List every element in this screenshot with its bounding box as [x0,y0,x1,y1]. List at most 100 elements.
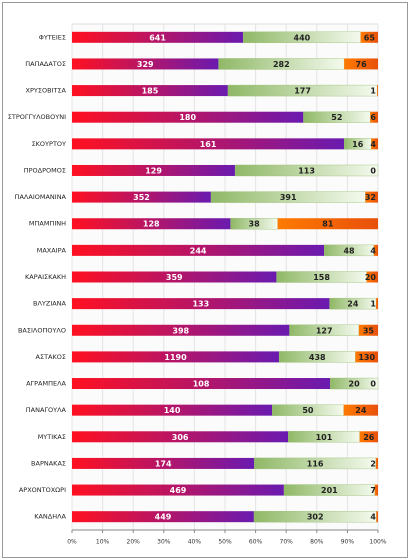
x-tick-label: 90% [341,539,355,546]
bar-segment [277,218,378,230]
data-label: 140 [164,406,181,415]
data-label: 7 [370,486,376,495]
data-label: 282 [273,60,290,69]
bar-segment [360,31,378,43]
data-label: 129 [145,166,162,175]
data-label: 116 [307,459,324,468]
bar-segment [72,457,255,469]
data-label: 352 [133,193,150,202]
bar-segment [72,404,273,416]
data-label: 0 [370,380,376,389]
bar-segment [366,271,378,283]
data-label: 52 [331,113,342,122]
category-label: ΑΡΧΟΝΤΟΧΩΡΙ [19,486,66,494]
bar-segment [72,244,325,256]
data-label: 48 [343,246,355,255]
data-label: 329 [137,60,154,69]
data-label: 440 [294,33,311,42]
bar-segment [343,138,372,150]
bar-segment [370,111,378,123]
bar-segment [329,377,379,390]
bar-segment [374,484,378,496]
bar-segment [72,324,290,336]
bar-segment [276,271,367,283]
x-tick-label: 100% [369,539,386,546]
bar-segment [72,85,228,97]
category-label: ΣΤΡΟΓΓΥΛΟΒΟΥΝΙ [8,113,66,121]
data-label: 65 [364,33,376,42]
data-label: 35 [363,326,375,335]
data-label: 24 [355,406,367,415]
data-label: 185 [142,87,159,96]
data-label: 449 [155,513,172,522]
data-label: 81 [322,220,334,229]
data-label: 128 [143,220,160,229]
category-label: ΠΡΟΔΡΟΜΟΣ [24,166,66,174]
category-label: ΜΑΧΑΙΡΑ [37,246,67,254]
data-label: 127 [316,326,333,335]
data-label: 0 [370,166,376,175]
bar-segment [72,111,304,123]
bar-segment [359,431,378,443]
data-label: 4 [370,140,376,149]
category-label: ΑΓΡΑΜΠΕΛΑ [26,380,66,388]
category-label: ΠΑΛΑΙΟΜΑΝΙΝΑ [15,193,67,201]
x-tick-label: 50% [218,539,232,546]
bar-segment [234,164,379,177]
data-label: 469 [170,486,187,495]
x-tick-label: 80% [310,539,324,546]
bar-segment [344,58,378,70]
data-label: 1 [370,300,376,309]
data-label: 641 [149,33,166,42]
data-label: 101 [316,433,333,442]
category-label: ΠΑΠΑΔΑΤΟΣ [25,60,66,68]
category-label: ΣΚΟΥΡΤΟΥ [32,140,66,148]
data-label: 130 [358,353,375,362]
data-label: 398 [172,326,189,335]
x-tick-label: 40% [188,539,202,546]
data-label: 16 [352,140,364,149]
bar-segment [375,457,378,469]
category-label: ΧΡΥΣΟΒΙΤΣΑ [26,87,67,95]
bar-segment [376,511,378,523]
data-label: 180 [179,113,196,122]
data-label: 1190 [164,353,187,362]
data-label: 113 [298,166,315,175]
bar-segment [355,351,378,363]
bar-segment [376,298,378,310]
bar-segment [72,484,284,496]
bar-segment [72,431,289,443]
data-label: 306 [172,433,189,442]
bar-segment [72,138,345,150]
bar-segment [72,191,211,203]
x-tick-label: 10% [96,539,110,546]
category-label: ΒΛΥΖΙΑΝΑ [33,300,67,308]
data-label: 20 [365,273,377,282]
data-label: 108 [193,380,210,389]
data-label: 133 [192,300,209,309]
data-label: 302 [307,513,324,522]
data-label: 6 [370,113,376,122]
bar-segment [373,244,378,256]
category-label: ΚΑΝΔΗΛΑ [34,513,66,521]
bar-segment [72,351,280,363]
x-tick-label: 30% [157,539,171,546]
bar-segment [365,191,378,203]
category-label: ΜΠΑΜΠΙΝΗ [29,220,66,228]
data-label: 50 [302,406,314,415]
bar-segment [343,404,378,416]
x-tick-label: 60% [249,539,263,546]
category-label: ΦΥΤΕΙΕΣ [39,33,66,41]
x-tick-label: 20% [127,539,141,546]
bar-segment [72,164,236,176]
bar-segment [72,378,331,390]
category-label: ΒΑΡΝΑΚΑΣ [31,459,66,467]
bar-segment [72,298,330,310]
data-label: 177 [294,87,311,96]
data-label: 4 [370,513,376,522]
category-label: ΒΑΣΙΛΟΠΟΥΛΟ [18,326,66,334]
bar-segment [371,138,378,150]
data-label: 4 [370,246,376,255]
data-label: 76 [356,60,368,69]
